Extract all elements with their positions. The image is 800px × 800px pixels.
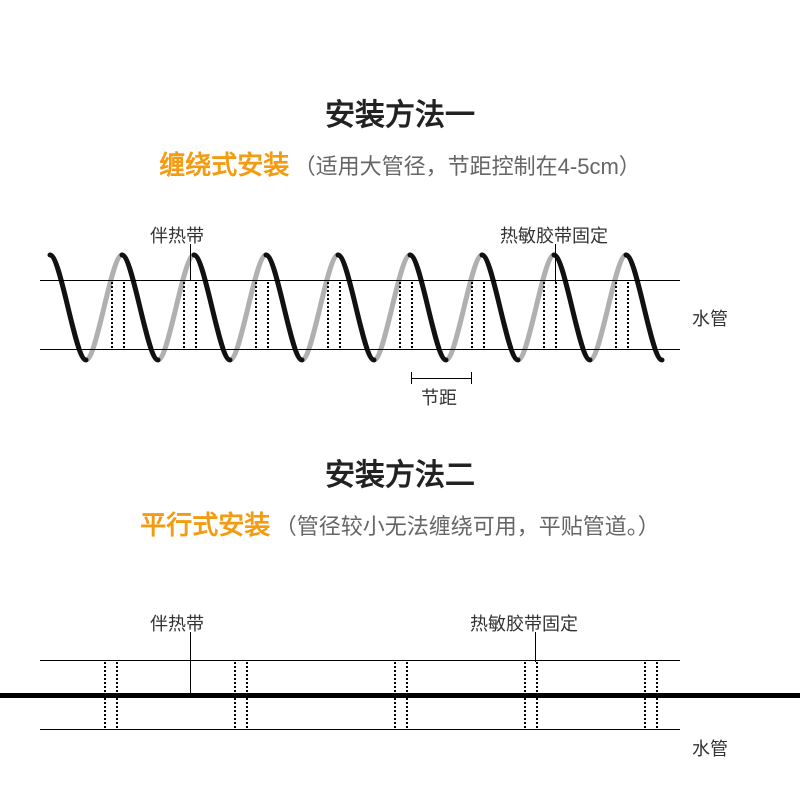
method2-heatcable-leader: [190, 632, 191, 693]
method2-heatcable-label: 伴热带: [150, 610, 204, 636]
method2-cable: [0, 693, 800, 698]
method2-tape-dot: [656, 662, 658, 728]
method2-tape-dot: [104, 662, 106, 728]
method2-tape-dot: [394, 662, 396, 728]
method2-tape-label: 热敏胶带固定: [470, 610, 578, 636]
method2-tape-dot: [406, 662, 408, 728]
method2-tape-leader: [535, 632, 536, 662]
method2-pipe-label: 水管: [692, 735, 728, 761]
method2-tape-dot: [644, 662, 646, 728]
method2-tape-dot: [246, 662, 248, 728]
method2-tape-dot: [116, 662, 118, 728]
method2-tape-dot: [536, 662, 538, 728]
method2-tape-dot: [524, 662, 526, 728]
method2-tape-dot: [234, 662, 236, 728]
method2-diagram: 伴热带 热敏胶带固定水管: [0, 0, 800, 800]
